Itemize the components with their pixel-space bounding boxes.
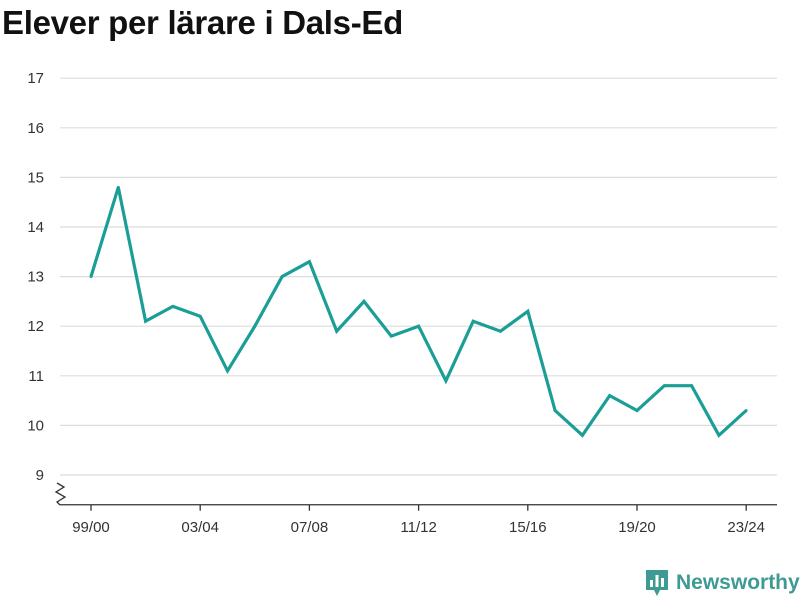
data-point-08/09	[335, 329, 339, 333]
data-point-16/17	[553, 409, 557, 412]
data-point-07/08	[308, 260, 311, 264]
axis-break-icon	[54, 482, 67, 506]
data-point-12/13	[444, 379, 448, 383]
bar-chart-icon	[646, 570, 668, 596]
y-tick-labels: 9 10 11 12 13 14 15 16 17	[27, 70, 44, 484]
x-tick-label-03/04: 03/04	[181, 519, 219, 536]
y-tick-label-12: 12	[27, 318, 44, 335]
data-point-15/16	[526, 309, 530, 313]
data-point-06/07	[280, 275, 284, 278]
data-point-18/19	[608, 394, 612, 397]
data-point-01/02	[144, 319, 148, 323]
line-chart: 9 10 11 12 13 14 15 16 17 99/00 03/04 07/08 11/12 15…	[27, 70, 777, 536]
x-tick-label-11/12: 11/12	[400, 519, 436, 536]
grid-lines	[60, 77, 777, 476]
brand-logo: Newsworthy	[644, 568, 800, 598]
y-tick-label-11: 11	[28, 368, 44, 385]
data-point-23/24	[744, 409, 748, 412]
data-point-19/20	[635, 409, 639, 412]
x-tick-label-15/16: 15/16	[509, 519, 547, 536]
data-point-03/04	[198, 314, 202, 318]
data-point-13/14	[471, 319, 475, 323]
data-point-20/21	[662, 384, 666, 388]
data-point-11/12	[417, 324, 420, 328]
x-tick-label-23/24: 23/24	[727, 519, 765, 536]
series-line-group	[89, 185, 748, 438]
data-point-14/15	[499, 329, 502, 333]
y-tick-label-10: 10	[27, 417, 44, 434]
y-tick-label-15: 15	[27, 169, 44, 186]
data-point-21/22	[690, 384, 693, 388]
series-line	[89, 186, 748, 438]
x-tick-label-19/20: 19/20	[618, 519, 656, 536]
data-point-04/05	[226, 369, 229, 373]
y-tick-label-14: 14	[27, 219, 44, 236]
y-tick-label-13: 13	[27, 269, 44, 286]
y-tick-label-17: 17	[27, 70, 44, 87]
x-tick-label-99/00: 99/00	[72, 519, 110, 536]
data-point-05/06	[253, 324, 257, 328]
x-axis	[60, 504, 777, 511]
data-point-10/11	[389, 334, 393, 338]
chart-title: Elever per lärare i Dals-Ed	[2, 4, 403, 41]
x-tick-label-07/08: 07/08	[291, 519, 329, 536]
x-tick-labels: 99/00 03/04 07/08 11/12 15/16 19/20 23/24	[72, 519, 765, 536]
y-tick-label-9: 9	[36, 467, 44, 484]
data-point-02/03	[171, 305, 175, 308]
data-point-22/23	[717, 433, 721, 437]
data-point-17/18	[581, 433, 584, 437]
brand-name: Newsworthy	[676, 571, 800, 594]
data-point-00/01	[116, 185, 120, 189]
data-point-99/00	[89, 275, 93, 278]
data-point-09/10	[362, 300, 366, 303]
y-tick-label-16: 16	[27, 120, 44, 137]
